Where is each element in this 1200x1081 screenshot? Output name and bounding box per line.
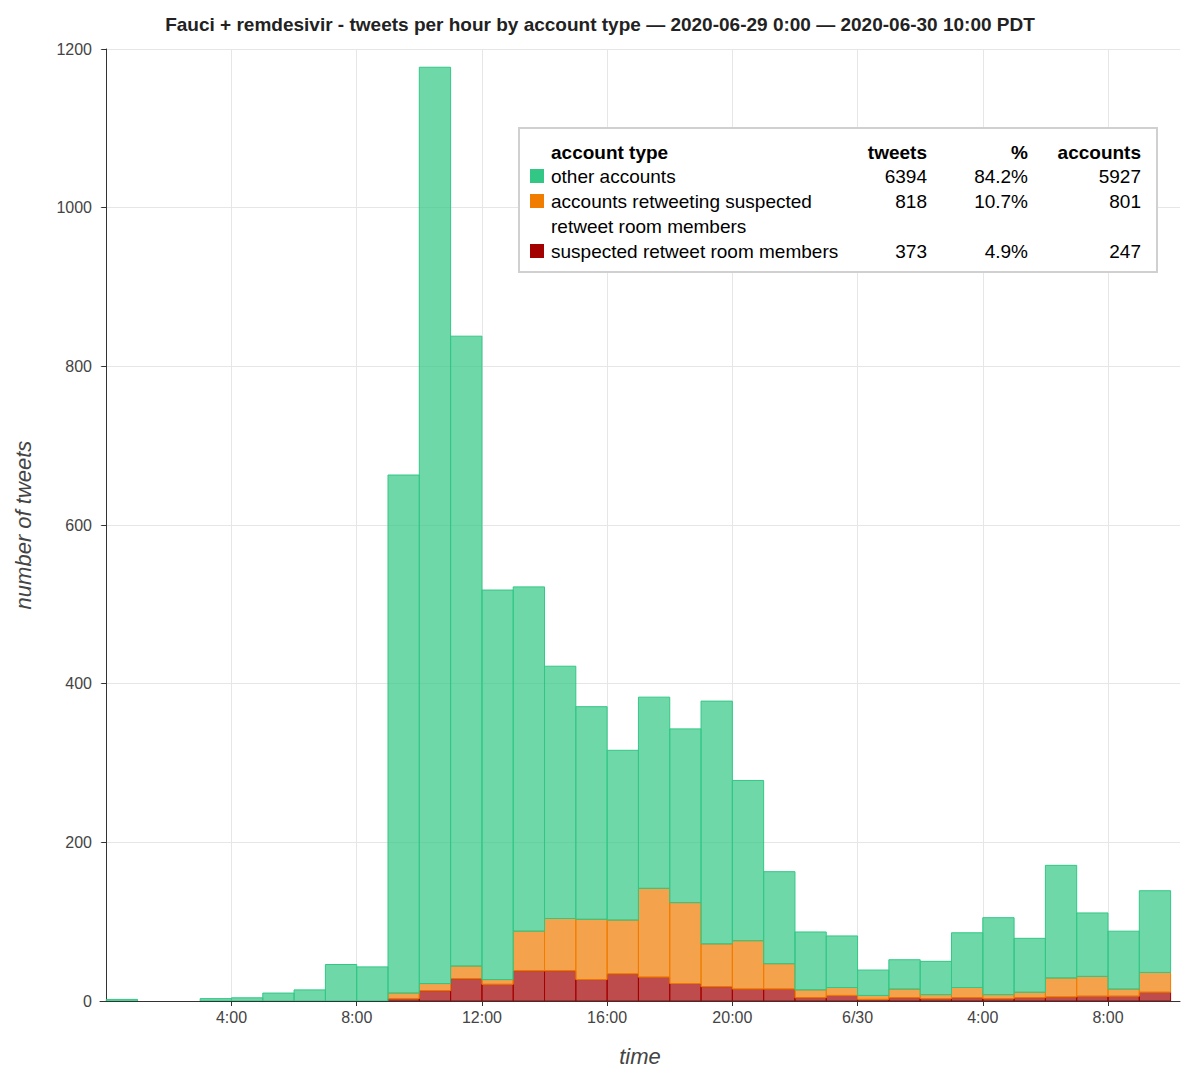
svg-text:84.2%: 84.2%	[974, 166, 1028, 187]
svg-text:6/30: 6/30	[842, 1009, 873, 1026]
svg-text:%: %	[1011, 142, 1028, 163]
svg-text:number of tweets: number of tweets	[11, 441, 36, 610]
svg-text:4:00: 4:00	[967, 1009, 998, 1026]
svg-text:200: 200	[65, 834, 92, 851]
svg-text:6394: 6394	[885, 166, 928, 187]
svg-text:8:00: 8:00	[1092, 1009, 1123, 1026]
svg-text:10.7%: 10.7%	[974, 191, 1028, 212]
svg-text:400: 400	[65, 675, 92, 692]
svg-text:accounts: accounts	[1058, 142, 1141, 163]
svg-text:other accounts: other accounts	[551, 166, 676, 187]
svg-text:600: 600	[65, 517, 92, 534]
svg-text:16:00: 16:00	[587, 1009, 627, 1026]
svg-text:0: 0	[83, 993, 92, 1010]
svg-text:5927: 5927	[1099, 166, 1141, 187]
svg-text:20:00: 20:00	[712, 1009, 752, 1026]
svg-text:4:00: 4:00	[216, 1009, 247, 1026]
svg-text:Fauci + remdesivir - tweets pe: Fauci + remdesivir - tweets per hour by …	[165, 14, 1035, 35]
svg-text:373: 373	[895, 241, 927, 262]
svg-text:time: time	[619, 1044, 661, 1069]
svg-text:suspected retweet room members: suspected retweet room members	[551, 241, 838, 262]
svg-text:800: 800	[65, 358, 92, 375]
svg-text:account type: account type	[551, 142, 668, 163]
svg-text:accounts retweeting suspected: accounts retweeting suspected	[551, 191, 817, 212]
svg-text:tweets: tweets	[868, 142, 927, 163]
svg-text:8:00: 8:00	[341, 1009, 372, 1026]
svg-text:4.9%: 4.9%	[985, 241, 1028, 262]
svg-text:retweet room members: retweet room members	[551, 216, 746, 237]
svg-text:1200: 1200	[56, 41, 92, 58]
svg-text:247: 247	[1109, 241, 1141, 262]
svg-text:801: 801	[1109, 191, 1141, 212]
svg-text:1000: 1000	[56, 199, 92, 216]
svg-text:12:00: 12:00	[462, 1009, 502, 1026]
svg-text:818: 818	[895, 191, 927, 212]
